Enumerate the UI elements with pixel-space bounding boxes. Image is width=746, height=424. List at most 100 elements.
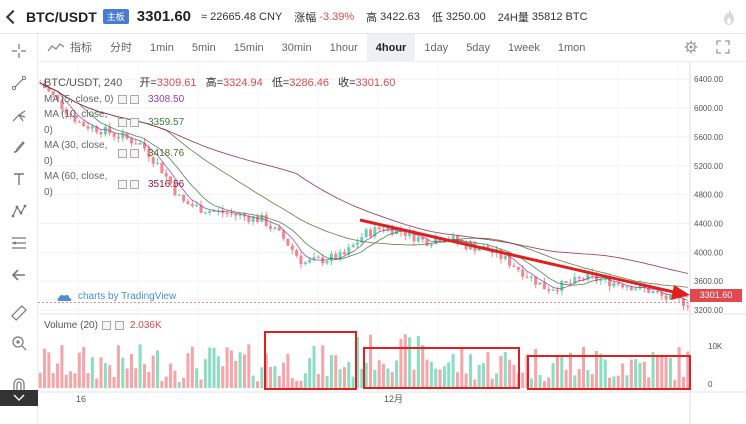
visibility-toggle[interactable] [118, 180, 127, 189]
volume-bar [325, 375, 329, 388]
settings-toggle[interactable] [130, 94, 139, 104]
interval-1hour[interactable]: 1hour [329, 41, 358, 54]
fib-icon[interactable] [8, 232, 30, 254]
candle-body [60, 99, 64, 110]
candle-body [116, 136, 120, 139]
price-axis-label: 3200.00 [694, 306, 723, 315]
interval-15min[interactable]: 15min [233, 41, 264, 54]
text-tool-icon[interactable] [8, 168, 30, 190]
volume-bar [495, 373, 499, 388]
candle-body [508, 255, 512, 266]
visibility-toggle[interactable] [118, 118, 127, 127]
volume-bar [51, 373, 55, 388]
interval-5day[interactable]: 5day [466, 41, 491, 54]
interval-30min[interactable]: 30min [281, 41, 312, 54]
visibility-toggle[interactable] [118, 149, 127, 158]
arrow-left-icon[interactable] [8, 264, 30, 286]
drawing-toolbar [0, 34, 38, 424]
volume-bar [625, 375, 629, 388]
zoom-in-icon[interactable] [8, 332, 30, 354]
volume-bar [90, 357, 94, 388]
volume-bar [586, 370, 590, 388]
interval-1mon[interactable]: 1mon [557, 41, 586, 54]
candle-body [547, 289, 551, 291]
candle-body [664, 295, 668, 300]
price-axis-label: 5200.00 [694, 162, 723, 171]
flame-icon[interactable] [722, 8, 736, 26]
crosshair-icon[interactable] [8, 40, 30, 62]
open-value: 3309.61 [156, 77, 197, 89]
close-value-chart: 3301.60 [355, 77, 396, 89]
interval-1min[interactable]: 1min [150, 41, 174, 54]
volume-bar [408, 337, 412, 388]
candle-body [142, 142, 147, 149]
volume-bar [568, 352, 572, 388]
candle-body [525, 276, 529, 278]
volume-bar [229, 350, 233, 388]
candlestick-chart[interactable]: 6400.00 6000.00 5600.00 5200.00 4800.00 4400.… [38, 62, 746, 424]
annotation-arrowhead [671, 285, 690, 300]
fork-icon[interactable] [8, 104, 30, 126]
interval-1week[interactable]: 1week [508, 41, 540, 54]
collapse-tab[interactable] [0, 390, 38, 406]
settings-toggle[interactable] [130, 149, 139, 158]
settings-icon[interactable] [684, 40, 698, 54]
price-chart[interactable]: 6400.00 6000.00 5600.00 5200.00 4800.00 4400.… [38, 62, 746, 424]
interval-5min[interactable]: 5min [191, 41, 216, 54]
ma-line [39, 82, 688, 274]
ma-row: MA (60, close, 0) 3516.56 [44, 169, 401, 200]
cloud-icon [57, 294, 72, 301]
candle-body [368, 229, 373, 237]
volume-legend: Volume (20) 2.036K [44, 320, 162, 331]
price-axis-label: 4800.00 [694, 191, 723, 200]
interval-fenshi[interactable]: 分时 [110, 41, 132, 54]
candle-body [573, 277, 577, 284]
volume-legend-label: Volume (20) [44, 320, 98, 331]
candle-body [73, 115, 77, 122]
fullscreen-icon[interactable] [716, 40, 730, 54]
candle-body [360, 237, 364, 243]
candle-body [429, 244, 433, 246]
volume-bar [169, 363, 173, 388]
volume-bar [282, 362, 286, 388]
interval-4hour[interactable]: 4hour [366, 33, 416, 62]
interval-1day[interactable]: 1day [424, 41, 449, 54]
settings-toggle[interactable] [114, 321, 124, 330]
ruler-icon[interactable] [8, 302, 30, 324]
pattern-icon[interactable] [8, 200, 30, 222]
settings-toggle[interactable] [130, 180, 139, 189]
indicators-button[interactable]: 指标 [38, 34, 101, 62]
annotation-box [264, 331, 357, 390]
volume-bar [147, 371, 151, 388]
volume-bar [390, 371, 394, 388]
candle-body [112, 133, 116, 137]
volume-bar [455, 372, 459, 388]
candle-body [216, 210, 220, 212]
header-bar: BTC/USDT 主板 3301.60 ≈ 22665.48 CNY 涨幅 -3… [0, 0, 746, 34]
volume-bar [477, 364, 481, 388]
high-value-chart: 3324.94 [223, 77, 263, 89]
back-icon[interactable] [5, 9, 21, 24]
candle-body [282, 230, 286, 239]
candle-body [129, 138, 133, 144]
volume-bar [308, 358, 312, 388]
candle-body [190, 204, 194, 207]
volume-bar [590, 374, 594, 388]
volume-bar [595, 351, 599, 388]
volume-bar [664, 355, 668, 388]
visibility-toggle[interactable] [118, 94, 127, 104]
volume-bar [616, 375, 620, 388]
volume-bar [64, 374, 68, 388]
chart-legend: BTC/USDT, 240 开=3309.61 高=3324.94 低=3286… [44, 76, 401, 200]
low-label: 低 [431, 11, 443, 24]
candle-body [408, 230, 412, 236]
settings-toggle[interactable] [130, 118, 139, 127]
tradingview-watermark[interactable]: charts by TradingView [56, 291, 176, 302]
candle-body [334, 253, 338, 260]
volume-bar [73, 373, 77, 388]
candle-body [660, 292, 664, 296]
visibility-toggle[interactable] [101, 321, 111, 330]
trendline-icon[interactable] [8, 72, 30, 94]
candle-body [373, 227, 377, 237]
brush-icon[interactable] [8, 136, 30, 158]
